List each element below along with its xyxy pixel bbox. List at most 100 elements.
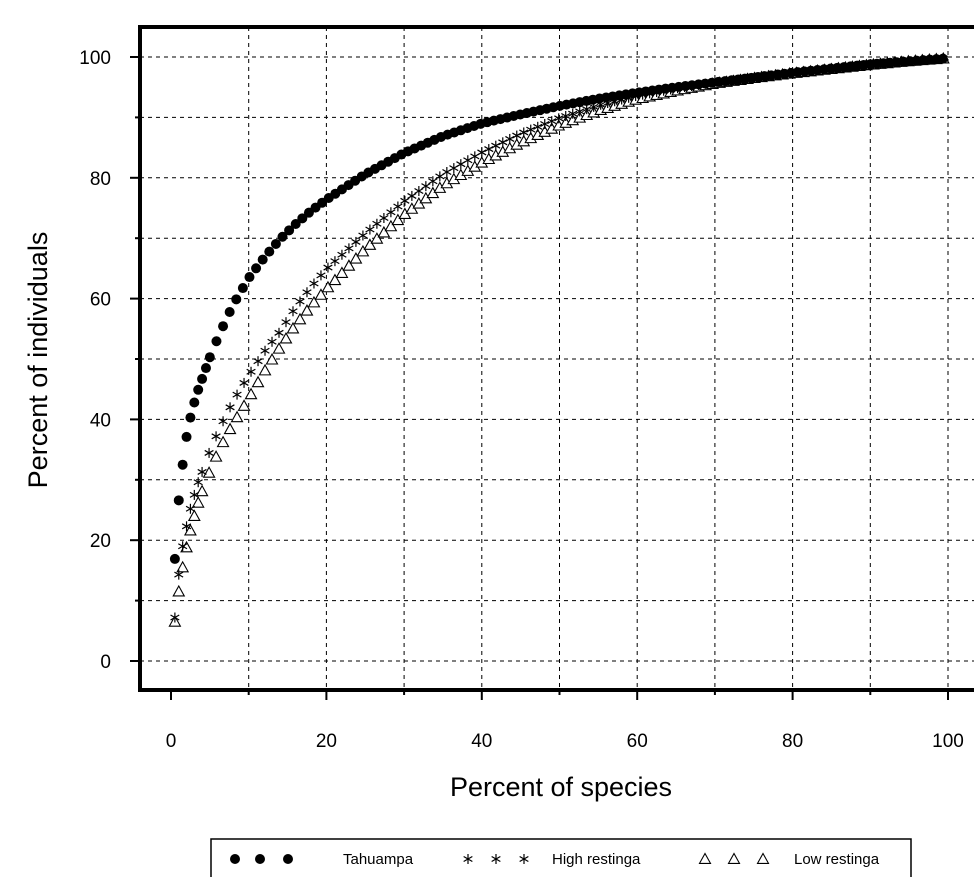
point-high-restinga: [554, 113, 564, 124]
point-high-restinga: [197, 466, 207, 477]
point-low-restinga: [349, 252, 363, 264]
point-high-restinga: [414, 186, 424, 197]
point-tahuampa: [218, 321, 229, 332]
point-low-restinga: [187, 509, 201, 521]
point-high-restinga: [561, 110, 571, 121]
point-high-restinga: [540, 118, 550, 129]
point-low-restinga: [237, 399, 251, 411]
point-low-restinga: [279, 331, 293, 344]
point-high-restinga: [372, 218, 382, 229]
point-high-restinga: [393, 201, 403, 212]
legend-symbol: [756, 852, 770, 864]
legend-symbol: [255, 854, 265, 864]
point-high-restinga: [386, 207, 396, 218]
axis-ticks: [130, 56, 949, 700]
point-high-restinga: [274, 327, 284, 338]
legend: Tahuampa High restinga Low restinga: [210, 838, 912, 877]
point-tahuampa: [290, 218, 301, 229]
point-low-restinga: [314, 288, 328, 300]
y-tick-label: 40: [90, 410, 111, 431]
point-tahuampa: [270, 238, 281, 249]
point-high-restinga: [295, 296, 305, 307]
point-tahuampa: [189, 397, 200, 408]
point-low-restinga: [286, 321, 300, 334]
point-high-restinga: [246, 366, 256, 377]
point-high-restinga: [218, 416, 228, 427]
y-tick-label: 80: [90, 169, 111, 190]
x-tick-label: 40: [471, 731, 492, 752]
point-high-restinga: [568, 108, 578, 119]
point-low-restinga: [356, 244, 370, 257]
point-tahuampa: [231, 294, 242, 305]
point-high-restinga: [260, 345, 270, 356]
legend-symbol: [491, 854, 501, 864]
point-tahuampa: [211, 336, 222, 347]
point-low-restinga: [258, 363, 272, 376]
legend-box: [210, 838, 912, 877]
point-low-restinga: [223, 422, 237, 435]
y-tick-label: 20: [90, 531, 111, 552]
point-low-restinga: [230, 410, 244, 423]
point-low-restinga: [183, 523, 197, 536]
y-tick-label: 60: [90, 290, 111, 311]
point-tahuampa: [277, 231, 288, 242]
legend-marker-high-restinga: [463, 854, 529, 864]
grid: [140, 27, 974, 690]
point-high-restinga: [170, 612, 180, 623]
point-tahuampa: [181, 431, 192, 442]
x-tick-labels: 0 20 40 60 80 100: [166, 731, 964, 752]
point-tahuampa: [251, 263, 262, 274]
point-low-restinga: [293, 312, 307, 325]
point-high-restinga: [337, 249, 347, 260]
point-tahuampa: [173, 495, 184, 506]
point-high-restinga: [288, 306, 298, 317]
x-tick-label: 60: [627, 731, 648, 752]
point-high-restinga: [193, 477, 203, 488]
point-high-restinga: [330, 256, 340, 267]
point-low-restinga: [342, 259, 356, 271]
point-low-restinga: [265, 352, 279, 365]
point-high-restinga: [344, 243, 354, 254]
point-low-restinga: [300, 304, 314, 316]
point-low-restinga: [209, 450, 223, 462]
point-high-restinga: [204, 447, 214, 458]
point-low-restinga: [328, 273, 342, 286]
point-tahuampa: [193, 384, 204, 395]
point-high-restinga: [309, 278, 319, 289]
point-high-restinga: [267, 336, 277, 347]
point-tahuampa: [237, 283, 248, 294]
point-high-restinga: [253, 356, 263, 367]
point-low-restinga: [384, 219, 398, 232]
point-high-restinga: [407, 190, 417, 201]
point-high-restinga: [232, 389, 242, 400]
x-tick-label: 0: [166, 731, 177, 752]
point-low-restinga: [335, 266, 349, 278]
legend-symbol: [519, 854, 529, 864]
point-high-restinga: [421, 181, 431, 192]
point-tahuampa: [257, 254, 268, 265]
point-high-restinga: [178, 541, 188, 552]
point-low-restinga: [216, 435, 230, 448]
point-high-restinga: [302, 287, 312, 298]
legend-symbol: [230, 854, 240, 864]
point-high-restinga: [189, 489, 199, 500]
x-axis-title: Percent of species: [450, 772, 672, 802]
point-low-restinga: [377, 225, 391, 238]
point-high-restinga: [239, 377, 249, 388]
point-tahuampa: [224, 306, 235, 317]
point-high-restinga: [512, 130, 522, 141]
point-high-restinga: [519, 127, 529, 138]
point-low-restinga: [195, 484, 209, 497]
point-high-restinga: [526, 124, 536, 135]
point-low-restinga: [191, 496, 205, 508]
point-low-restinga: [321, 280, 335, 293]
point-tahuampa: [264, 246, 275, 257]
point-high-restinga: [211, 431, 221, 442]
x-tick-label: 100: [932, 731, 964, 752]
series: [168, 51, 950, 627]
series-tahuampa: [169, 53, 948, 564]
legend-symbol: [463, 854, 473, 864]
point-tahuampa: [937, 53, 948, 64]
legend-marker-tahuampa: [230, 854, 293, 864]
